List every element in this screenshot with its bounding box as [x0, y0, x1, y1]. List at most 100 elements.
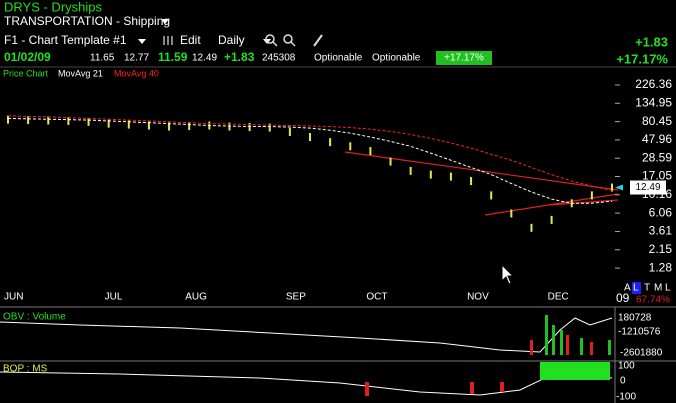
last-price-box [630, 180, 666, 195]
x-tick-label: JUL [105, 292, 123, 303]
legend-entry: MovAvg 21 [58, 68, 103, 78]
symbol[interactable]: DRYS - Dryships [4, 0, 103, 14]
change-pct: +17.17% [616, 51, 668, 66]
price-bar [27, 116, 30, 125]
bop-title: BOP : MS [3, 364, 48, 375]
x-tick-label: NOV [467, 292, 489, 303]
x-tick-label: JUN [4, 292, 23, 303]
moving-average [7, 115, 613, 191]
price-bar [329, 138, 332, 147]
flag: L [665, 283, 671, 294]
pct: 67.74% [636, 295, 670, 306]
price-bar [47, 116, 50, 125]
y-tick-label: 80.45 [642, 114, 672, 128]
edit-icon[interactable] [163, 36, 173, 45]
price-bar [7, 115, 9, 124]
quote-change: +1.83 [224, 50, 255, 64]
obv-tick: 180728 [618, 313, 652, 324]
quote-low: 11.59 [158, 50, 188, 64]
bop-bars [365, 382, 504, 396]
quote-tag: Optionable [372, 53, 421, 64]
price-bar [309, 133, 311, 142]
flag: L [633, 283, 639, 294]
x-tick-label: OCT [366, 292, 387, 303]
quote-high: 12.77 [124, 53, 149, 64]
volume-bars [530, 335, 593, 355]
price-bar [510, 209, 513, 218]
obv-line [0, 317, 613, 353]
template[interactable]: F1 - Chart Template #1 [4, 33, 127, 47]
quote-volume: 245308 [262, 53, 296, 64]
y-tick-label: 47.96 [642, 132, 672, 146]
dropdown-arrow[interactable] [138, 39, 146, 44]
price-bar [611, 183, 613, 192]
price-bar [449, 172, 452, 181]
period[interactable]: Daily [218, 33, 245, 47]
zoom-out[interactable] [283, 34, 296, 47]
pct-box [436, 51, 492, 65]
price-bar [389, 157, 392, 166]
price-bar [409, 166, 412, 175]
price-bar [168, 122, 171, 131]
price-bar [87, 117, 90, 126]
y-tick-label: 2.15 [649, 242, 673, 256]
quote-open: 11.65 [90, 53, 115, 64]
flag-bg [632, 282, 641, 294]
legend-entry: MovAvg 40 [114, 68, 159, 78]
year: 09 [616, 291, 630, 305]
price-bar [268, 123, 271, 132]
price-bar [590, 191, 593, 200]
y-tick-label: 134.95 [635, 95, 672, 109]
change: +1.83 [635, 34, 668, 49]
price-bar [470, 177, 473, 186]
price-bar [228, 122, 231, 131]
y-tick-label: 28.59 [642, 150, 672, 164]
edit-button[interactable]: Edit [180, 33, 201, 47]
cursor [501, 263, 515, 285]
price-bar [490, 191, 493, 200]
price-bar [349, 142, 352, 151]
quote-date: 01/02/09 [4, 50, 51, 64]
bop-tick: -100 [616, 392, 636, 403]
industry[interactable]: TRANSPORTATION - Shipping [4, 14, 170, 28]
obv-title: OBV : Volume [3, 312, 66, 323]
legend-entry: Price Chart [3, 68, 49, 78]
price-bar [288, 127, 291, 136]
price-bar [369, 147, 372, 156]
flag: T [644, 283, 650, 294]
bop-tick: 100 [618, 361, 635, 372]
x-tick-label: DEC [548, 292, 569, 303]
bop-tick: 0 [620, 376, 626, 387]
price-bar [147, 121, 150, 130]
bop-bars [540, 362, 610, 380]
quote-change-pct: +17.17% [444, 53, 484, 64]
y-tick-label: 3.61 [649, 224, 673, 238]
y-tick-label: 226.36 [635, 77, 672, 91]
price-bar [67, 116, 70, 125]
x-tick-label: AUG [185, 292, 207, 303]
price-bar [188, 122, 191, 131]
quote-close: 12.49 [192, 53, 217, 64]
volume-bars [545, 315, 611, 355]
y-tick-label: 1.28 [649, 260, 673, 274]
price-bar [248, 123, 251, 132]
dropdown-arrow[interactable] [161, 19, 169, 24]
price-bar [550, 215, 553, 224]
flag: M [654, 283, 662, 294]
flags: A L T M L [624, 282, 671, 294]
zoom-in[interactable] [265, 34, 278, 47]
x-tick-label: SEP [286, 292, 306, 303]
price-bar [107, 119, 110, 128]
draw-tool[interactable] [313, 34, 323, 47]
moving-average [7, 117, 613, 204]
obv-tick: -1210576 [618, 327, 661, 338]
price-bar [127, 120, 130, 129]
last-price-label: 12.49 [635, 182, 660, 193]
flag: A [624, 283, 631, 294]
price-bar [530, 223, 533, 232]
quote-tag: Optionable [314, 53, 363, 64]
obv-tick: -2601880 [620, 348, 663, 359]
y-tick-label: 17.05 [642, 169, 672, 183]
y-tick-label: 6.06 [649, 205, 673, 219]
